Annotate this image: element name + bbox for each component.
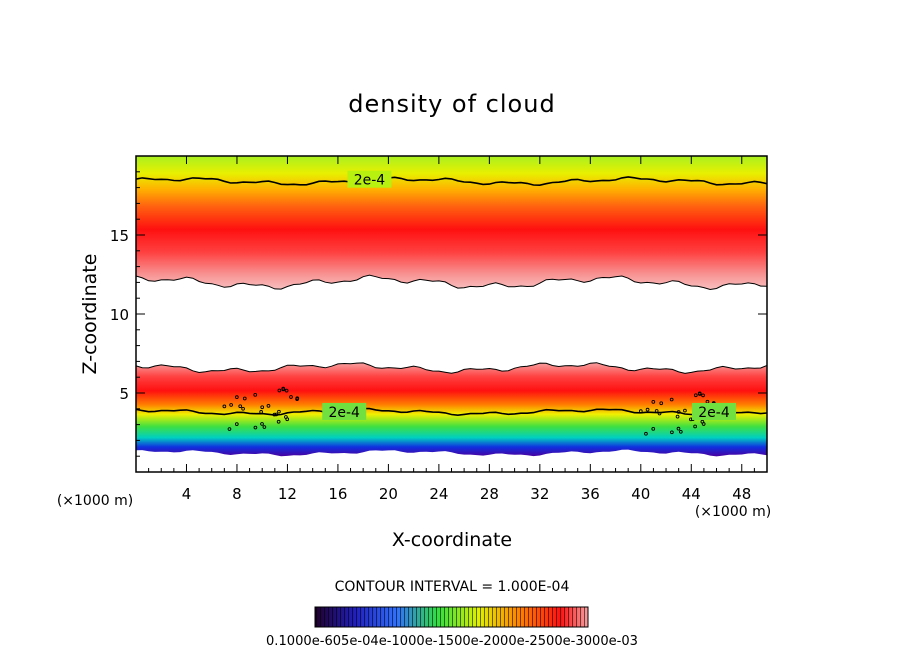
contour-speck [281,386,286,391]
contour-speck [676,410,681,414]
contour-speck [238,404,243,409]
contour-line-upper-2e-4 [136,176,767,187]
chart-title: density of cloud [348,90,555,118]
contour-speck [678,429,683,434]
contour-noise [222,386,716,436]
contour-speck [253,392,258,397]
contour-speck [295,396,300,401]
x-tick-label: 36 [581,485,600,503]
contour-label-bg [322,402,367,420]
x-tick-label: 8 [232,485,242,503]
contour-speck [693,424,697,429]
x-tick-label: 44 [682,485,701,503]
contour-speck [676,426,681,431]
x-tick-label: 32 [530,485,549,503]
contour-line-lower-2e-4 [136,407,767,417]
contour-speck [683,408,687,413]
y-axis-label: Z-coordinate [79,254,101,375]
contour-speck [654,409,659,413]
contour-speck [657,411,662,416]
contour-label-bg [691,402,736,420]
contour-speck [644,431,648,436]
contour-line-upper-edge [136,274,767,291]
x-axis-label: X-coordinate [392,529,512,551]
contour-speck [277,388,282,393]
contour-speck [234,422,239,426]
contour-speck [274,412,279,417]
contour-speck [266,403,271,408]
contour-speck [638,409,643,413]
x-tick-label: 48 [732,485,751,503]
contour-line-lower-edge [136,362,767,374]
contour-speck [670,430,674,435]
contour-speck [272,412,277,417]
lower-cloud-band [136,362,767,457]
x-tick-label: 20 [379,485,398,503]
contour-speck [276,419,281,424]
contour-speck [669,397,674,402]
x-axis-ticks: 4 8 12 16 20 24 28 32 36 40 44 48 [148,156,755,503]
contour-speck [651,426,656,431]
contour-speck [260,405,265,410]
contour-speck [645,407,650,412]
upper-cloud-band [136,156,767,290]
contour-speck [235,395,239,399]
x-tick-label: 12 [278,485,297,503]
colorbar-labels: 0.1000e-605e-04e-1000e-1500e-2000e-2500e… [266,634,638,649]
contour-speck [659,401,664,406]
contour-speck [651,400,656,404]
x-tick-label: 24 [429,485,448,503]
contour-speck [289,395,293,399]
contour-label: 2e-4 [354,173,386,189]
plot-area [136,156,767,457]
x-tick-label: 40 [631,485,650,503]
colorbar [314,606,589,628]
contour-speck [701,393,705,398]
x-tick-label: 16 [328,485,347,503]
contour-speck [241,406,245,411]
contour-speck [260,422,264,426]
x-tick-label: 28 [480,485,499,503]
contour-label: 2e-4 [328,405,360,421]
contour-interval-text: CONTOUR INTERVAL = 1.000E-04 [335,579,570,595]
contour-speck [242,396,247,401]
x-tick-label: 4 [182,485,192,503]
y-tick-label: 10 [110,306,129,324]
contour-speck [701,422,706,426]
contour-speck [697,391,702,396]
contour-speck [262,425,267,429]
contour-speck [227,427,232,431]
contour-speck [222,404,227,409]
contour-labels: 2e-4 2e-4 2e-4 [322,170,736,421]
contour-speck [675,414,680,419]
y-tick-label: 5 [119,385,129,403]
contour-speck [259,410,263,414]
y-axis-ticks: 5 10 15 [110,171,767,457]
contour-speck [284,388,289,393]
contour-label-bg [347,170,392,188]
contour-label: 2e-4 [698,405,730,421]
x-unit-left: (×1000 m) [57,493,133,509]
contour-speck [693,393,698,398]
contour-speck [229,403,233,407]
y-tick-label: 15 [110,227,129,245]
x-unit-right: (×1000 m) [695,504,771,520]
contour-speck [253,425,258,430]
contour-speck [277,409,281,414]
contour-speck [285,417,290,422]
